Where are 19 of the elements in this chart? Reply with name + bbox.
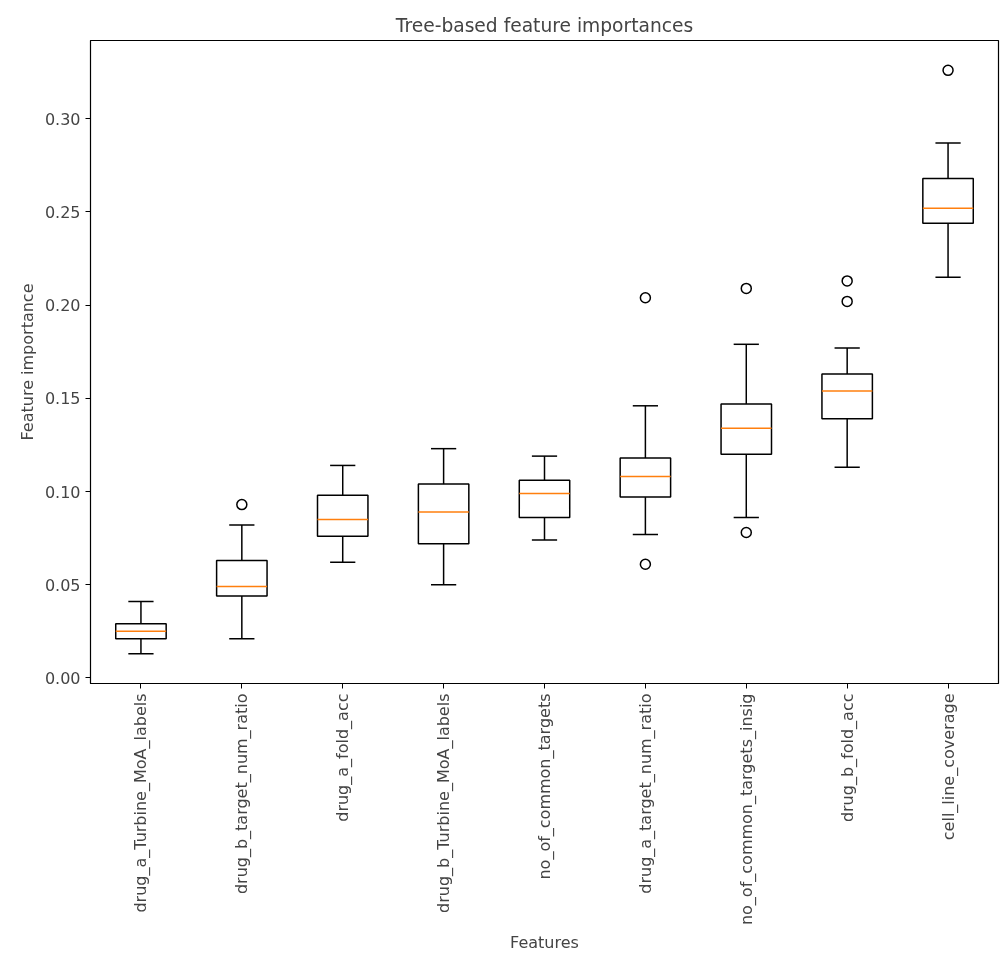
y-tick-label: 0.25 bbox=[44, 202, 81, 222]
chart-title: Tree-based feature importances bbox=[394, 14, 694, 36]
y-tick-label: 0.10 bbox=[44, 482, 81, 502]
x-tick-label: drug_a_Turbine_MoA_labels bbox=[131, 693, 152, 913]
x-axis-title: Features bbox=[510, 933, 579, 953]
x-tick-label: drug_b_fold_acc bbox=[837, 693, 858, 823]
y-axis-title: Feature importance bbox=[17, 283, 37, 441]
y-tick-label: 0.30 bbox=[44, 109, 81, 129]
x-tick-label: cell_line_coverage bbox=[938, 693, 959, 841]
x-tick-label: no_of_common_targets bbox=[535, 693, 555, 880]
x-tick-label: drug_a_target_num_ratio bbox=[635, 693, 656, 894]
y-tick-label: 0.00 bbox=[44, 668, 81, 688]
y-tick-label: 0.05 bbox=[44, 575, 81, 595]
y-tick-label: 0.15 bbox=[44, 389, 81, 409]
y-tick-label: 0.20 bbox=[44, 296, 81, 316]
x-tick-label: drug_b_target_num_ratio bbox=[232, 693, 253, 895]
x-tick-label: drug_a_fold_acc bbox=[333, 693, 354, 822]
x-tick-label: drug_b_Turbine_MoA_labels bbox=[434, 693, 455, 913]
x-tick-label: no_of_common_targets_insig bbox=[736, 693, 757, 926]
